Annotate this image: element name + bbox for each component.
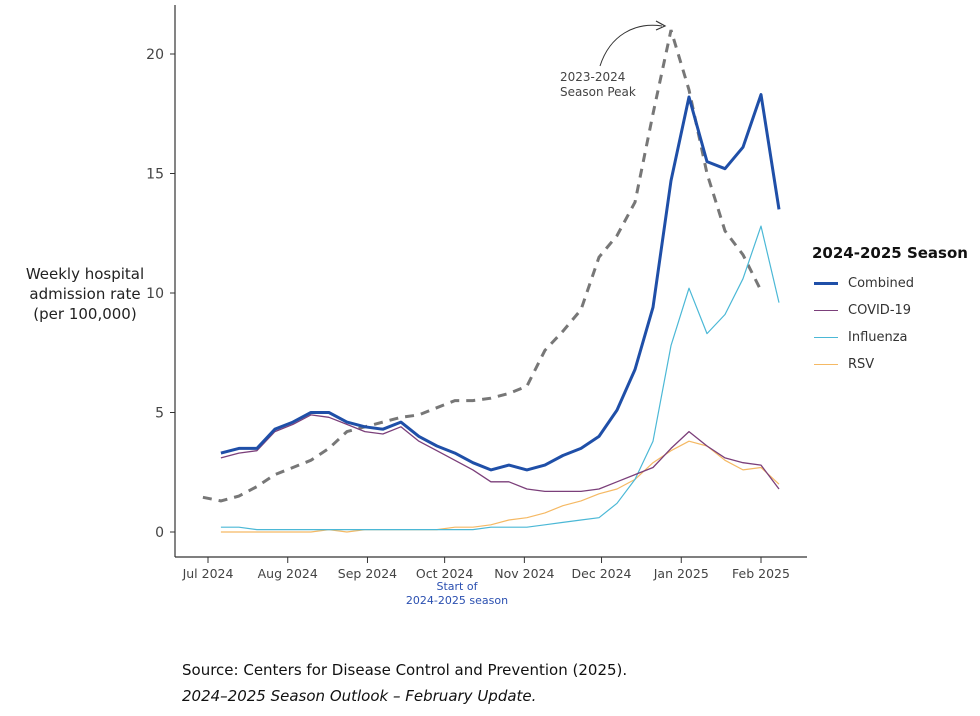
y-axis-label: Weekly hospital admission rate (per 100,… bbox=[10, 264, 160, 324]
peak-annotation-line: 2023-2024 bbox=[560, 70, 626, 84]
series-2023-2024-season bbox=[202, 29, 763, 503]
source-citation: Source: Centers for Disease Control and … bbox=[182, 657, 627, 709]
arrow-head-icon bbox=[655, 20, 667, 31]
x-tick-label: Oct 2024 bbox=[416, 566, 473, 581]
y-tick-label: 15 bbox=[146, 167, 164, 183]
y-tick-label: 20 bbox=[146, 47, 164, 63]
x-tick-label: Sep 2024 bbox=[338, 566, 397, 581]
y-axis-label-line: (per 100,000) bbox=[33, 305, 137, 323]
legend-label: Influenza bbox=[848, 330, 908, 345]
legend-item: COVID-19 bbox=[812, 297, 968, 324]
series-combined bbox=[220, 93, 781, 472]
series-rsv bbox=[220, 440, 780, 533]
series-influenza bbox=[220, 225, 780, 531]
y-tick-label: 0 bbox=[155, 525, 164, 541]
x-tick-label: Jul 2024 bbox=[182, 566, 234, 581]
legend-title: 2024-2025 Season bbox=[812, 244, 968, 262]
y-axis-label-line: admission rate bbox=[29, 285, 141, 303]
series-covid-19 bbox=[220, 414, 780, 493]
legend-swatch bbox=[814, 310, 838, 311]
y-tick-label: 5 bbox=[155, 406, 164, 422]
peak-annotation-line: Season Peak bbox=[560, 85, 636, 99]
y-tick-label: 10 bbox=[146, 286, 164, 302]
legend-item: Combined bbox=[812, 270, 968, 297]
legend-label: Combined bbox=[848, 276, 915, 291]
peak-annotation: 2023-2024 Season Peak bbox=[560, 70, 636, 100]
y-axis-label-line: Weekly hospital bbox=[25, 265, 145, 283]
legend-item: Influenza bbox=[812, 324, 968, 351]
annotation-arrow bbox=[599, 24, 663, 67]
legend-swatch bbox=[814, 282, 838, 285]
season-start-line: Start of bbox=[436, 580, 478, 593]
x-tick-label: Aug 2024 bbox=[258, 566, 318, 581]
season-start-annotation: Start of 2024-2025 season bbox=[392, 580, 522, 608]
legend-swatch bbox=[814, 364, 838, 365]
legend-swatch bbox=[814, 337, 838, 338]
legend-item: RSV bbox=[812, 351, 968, 378]
legend: 2024-2025 Season Combined COVID-19 Influen… bbox=[812, 244, 968, 378]
x-tick-label: Jan 2025 bbox=[653, 566, 709, 581]
season-start-line: 2024-2025 season bbox=[405, 594, 509, 607]
source-title: 2024–2025 Season Outlook – February Upda… bbox=[182, 687, 537, 705]
legend-label: RSV bbox=[848, 357, 875, 372]
source-line: Source: Centers for Disease Control and … bbox=[182, 661, 628, 679]
x-tick-label: Dec 2024 bbox=[572, 566, 632, 581]
x-tick-label: Feb 2025 bbox=[732, 566, 790, 581]
legend-label: COVID-19 bbox=[848, 303, 912, 318]
x-tick-label: Nov 2024 bbox=[494, 566, 554, 581]
